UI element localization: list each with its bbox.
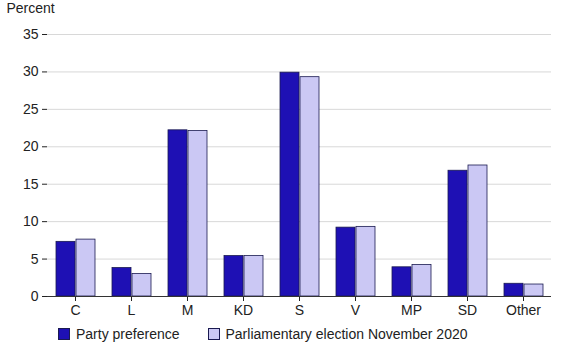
svg-text:25: 25 [23, 101, 39, 117]
svg-text:SD: SD [458, 302, 477, 318]
html-text:Parliamentary election Novembe: Parliamentary election November 2020 [225, 326, 468, 342]
svg-text:15: 15 [23, 176, 39, 192]
svg-text:Other: Other [506, 302, 541, 318]
svg-text:30: 30 [23, 63, 39, 79]
svg-text:S: S [295, 302, 304, 318]
svg-text:10: 10 [23, 213, 39, 229]
svg-text:5: 5 [31, 251, 39, 267]
svg-text:20: 20 [23, 138, 39, 154]
svg-text:C: C [70, 302, 80, 318]
svg-text:V: V [351, 302, 361, 318]
html-text:Party preference: Party preference [76, 326, 180, 342]
svg-text:Percent: Percent [7, 0, 55, 16]
svg-text:M: M [182, 302, 194, 318]
svg-text:L: L [128, 302, 136, 318]
svg-text:KD: KD [234, 302, 253, 318]
svg-text:0: 0 [31, 288, 39, 304]
svg-text:MP: MP [401, 302, 422, 318]
svg-text:35: 35 [23, 26, 39, 42]
